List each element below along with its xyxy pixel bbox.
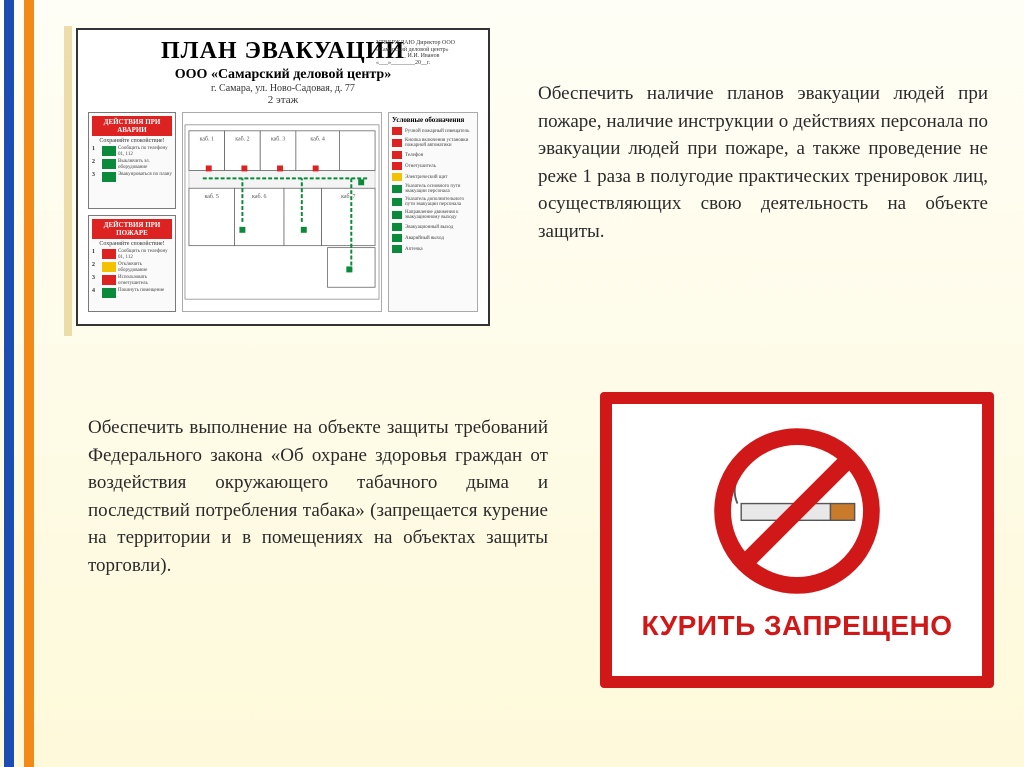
legend-swatch — [392, 234, 402, 242]
action-item-text: Использовать огнетушитель — [118, 275, 172, 286]
legend-text: Указатель дополнительного пути эвакуации… — [405, 197, 474, 207]
svg-text:каб. 1: каб. 1 — [200, 136, 214, 143]
legend-text: Кнопка включения установки пожарной авто… — [405, 138, 474, 148]
action-item-text: Отключить оборудование — [118, 262, 172, 273]
svg-text:каб. 5: каб. 5 — [205, 193, 219, 200]
action-item-icon — [102, 262, 116, 272]
legend-item: Указатель дополнительного пути эвакуации… — [392, 197, 474, 207]
no-smoking-sign: КУРИТЬ ЗАПРЕЩЕНО — [600, 392, 994, 688]
svg-text:каб. 6: каб. 6 — [252, 193, 266, 200]
legend-swatch — [392, 151, 402, 159]
legend-item: Направление движения к эвакуационному вы… — [392, 210, 474, 220]
legend-swatch — [392, 162, 402, 170]
action-item-number: 3 — [92, 172, 100, 178]
action-panel-title: ДЕЙСТВИЯ ПРИ АВАРИИ — [92, 116, 172, 136]
action-item: 3 Использовать огнетушитель — [92, 275, 172, 286]
plan-floor-map: каб. 1 каб. 2 каб. 3 каб. 4 каб. 5 каб. 6 каб.… — [182, 112, 382, 312]
svg-text:каб. 3: каб. 3 — [271, 136, 285, 143]
plan-address: г. Самара, ул. Ново-Садовая, д. 77 — [88, 83, 478, 94]
action-item-text: Покинуть помещение — [118, 288, 172, 294]
svg-text:каб. 7: каб. 7 — [341, 193, 355, 200]
plan-body: ДЕЙСТВИЯ ПРИ АВАРИИ Сохраняйте спокойстви… — [88, 112, 478, 312]
legend-item: Аварийный выход — [392, 234, 474, 242]
action-panel: ДЕЙСТВИЯ ПРИ АВАРИИ Сохраняйте спокойстви… — [88, 112, 176, 209]
evacuation-plan-card: УТВЕРЖДАЮ Директор ООО «Самарский делово… — [76, 28, 490, 326]
action-panel-title: ДЕЙСТВИЯ ПРИ ПОЖАРЕ — [92, 219, 172, 239]
legend-text: Электрический щит — [405, 175, 448, 180]
action-item-number: 2 — [92, 159, 100, 165]
legend-text: Эвакуационный выход — [405, 225, 453, 230]
legend-item: Огнетушитель — [392, 162, 474, 170]
plan-action-panels: ДЕЙСТВИЯ ПРИ АВАРИИ Сохраняйте спокойстви… — [88, 112, 176, 312]
legend-title: Условные обозначения — [392, 116, 474, 124]
action-item: 4 Покинуть помещение — [92, 288, 172, 298]
action-item: 1 Сообщить по телефону 01, 112 — [92, 146, 172, 157]
legend-text: Огнетушитель — [405, 164, 436, 169]
action-item: 1 Сообщить по телефону 01, 112 — [92, 249, 172, 260]
action-item-number: 4 — [92, 288, 100, 294]
plan-org: ООО «Самарский деловой центр» — [88, 67, 478, 83]
plan-floor: 2 этаж — [88, 94, 478, 106]
action-panel-subtitle: Сохраняйте спокойствие! — [92, 138, 172, 144]
legend-item: Телефон — [392, 151, 474, 159]
action-item-number: 1 — [92, 146, 100, 152]
legend-text: Аварийный выход — [405, 236, 444, 241]
action-item-text: Выключить эл. оборудование — [118, 159, 172, 170]
action-item: 2 Отключить оборудование — [92, 262, 172, 273]
accent-rail-blue — [4, 0, 14, 767]
action-item-text: Сообщить по телефону 01, 112 — [118, 249, 172, 260]
legend-swatch — [392, 245, 402, 253]
action-item-icon — [102, 159, 116, 169]
legend-text: Аптечка — [405, 247, 423, 252]
legend-swatch — [392, 139, 402, 147]
action-item-number: 3 — [92, 275, 100, 281]
decorative-strip — [64, 26, 72, 336]
action-item-text: Сообщить по телефону 01, 112 — [118, 146, 172, 157]
legend-item: Ручной пожарный извещатель — [392, 127, 474, 135]
slide-content: УТВЕРЖДАЮ Директор ООО «Самарский делово… — [48, 0, 1016, 767]
paragraph-smoking-law: Обеспечить выполнение на объекте защиты … — [88, 414, 548, 579]
legend-text: Указатель основного пути эвакуации персо… — [405, 184, 474, 194]
legend-item: Кнопка включения установки пожарной авто… — [392, 138, 474, 148]
legend-text: Ручной пожарный извещатель — [405, 129, 469, 134]
action-item-icon — [102, 249, 116, 259]
legend-item: Электрический щит — [392, 173, 474, 181]
legend-item: Аптечка — [392, 245, 474, 253]
action-item-icon — [102, 275, 116, 285]
svg-text:каб. 4: каб. 4 — [310, 136, 324, 143]
legend-item: Указатель основного пути эвакуации персо… — [392, 184, 474, 194]
plan-legend: Условные обозначения Ручной пожарный изв… — [388, 112, 478, 312]
paragraph-evacuation: Обеспечить наличие планов эвакуации люде… — [538, 80, 988, 245]
legend-swatch — [392, 198, 402, 206]
legend-swatch — [392, 127, 402, 135]
legend-swatch — [392, 185, 402, 193]
action-item-number: 2 — [92, 262, 100, 268]
approval-block: УТВЕРЖДАЮ Директор ООО «Самарский делово… — [376, 40, 476, 66]
no-smoking-icon — [704, 418, 890, 604]
action-item-icon — [102, 288, 116, 298]
legend-text: Направление движения к эвакуационному вы… — [405, 210, 474, 220]
action-panel: ДЕЙСТВИЯ ПРИ ПОЖАРЕ Сохраняйте спокойстви… — [88, 215, 176, 312]
action-item: 2 Выключить эл. оборудование — [92, 159, 172, 170]
no-smoking-label: КУРИТЬ ЗАПРЕЩЕНО — [641, 610, 952, 642]
legend-swatch — [392, 211, 402, 219]
action-panel-subtitle: Сохраняйте спокойствие! — [92, 241, 172, 247]
action-item-icon — [102, 172, 116, 182]
action-item-icon — [102, 146, 116, 156]
accent-rail-orange — [24, 0, 34, 767]
legend-text: Телефон — [405, 153, 423, 158]
legend-swatch — [392, 223, 402, 231]
action-item: 3 Эвакуироваться по плану — [92, 172, 172, 182]
svg-text:каб. 2: каб. 2 — [235, 136, 249, 143]
legend-item: Эвакуационный выход — [392, 223, 474, 231]
action-item-number: 1 — [92, 249, 100, 255]
action-item-text: Эвакуироваться по плану — [118, 172, 172, 178]
legend-swatch — [392, 173, 402, 181]
